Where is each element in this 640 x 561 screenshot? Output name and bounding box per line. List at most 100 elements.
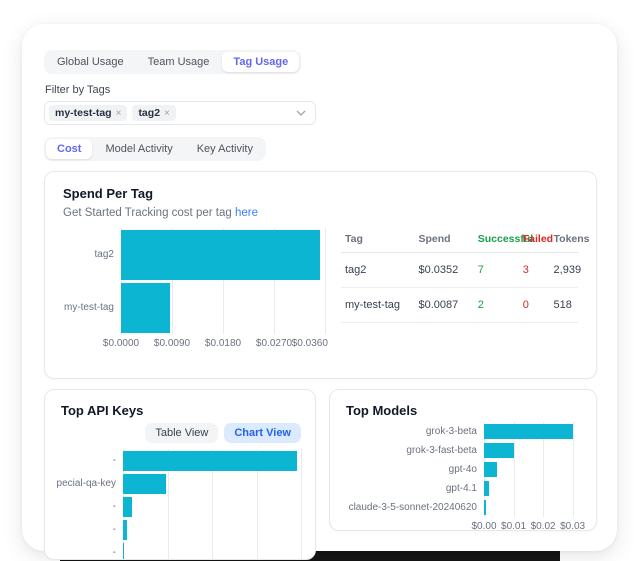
bottom-grid: Top API Keys Table View Chart View - peci… bbox=[44, 389, 597, 560]
spend-per-tag-card: Spend Per Tag Get Started Tracking cost … bbox=[44, 171, 597, 379]
col-tag: Tag bbox=[341, 228, 415, 253]
cell-spend: $0.0352 bbox=[414, 252, 474, 288]
bar-row bbox=[484, 460, 580, 479]
x-axis-tick-label: $0.01 bbox=[501, 521, 527, 532]
spend-table: Tag Spend Successful Failed Tokens tag2 … bbox=[341, 228, 590, 352]
cell-tag: tag2 bbox=[341, 252, 415, 288]
gridline bbox=[167, 449, 169, 559]
bar-row bbox=[484, 498, 580, 517]
remove-tag-icon[interactable]: × bbox=[115, 107, 122, 119]
top-models-chart: grok-3-beta grok-3-fast-beta gpt-4o gpt-4.1… bbox=[346, 422, 585, 535]
cell-failed: 3 bbox=[518, 252, 550, 288]
col-tokens: Tokens bbox=[549, 228, 590, 253]
cell-successful: 2 bbox=[473, 287, 519, 323]
gridline bbox=[256, 449, 258, 559]
spend-per-tag-subtitle: Get Started Tracking cost per tag here bbox=[63, 207, 578, 219]
cell-failed: 0 bbox=[518, 287, 550, 323]
table-row: my-test-tag $0.0087 2 0 518 bbox=[341, 287, 578, 323]
y-axis-label: pecial-qa-key bbox=[56, 478, 116, 489]
x-axis-tick-label: $0.0090 bbox=[153, 338, 191, 349]
bar bbox=[484, 500, 487, 515]
filter-by-tags-label: Filter by Tags bbox=[45, 84, 111, 96]
bar-row bbox=[123, 449, 301, 472]
cell-tag: my-test-tag bbox=[341, 287, 415, 323]
x-axis-tick-label: $0.03 bbox=[560, 521, 586, 532]
bar bbox=[484, 462, 498, 477]
col-successful: Successful bbox=[473, 228, 533, 253]
y-axis-label: grok-3-fast-beta bbox=[406, 445, 477, 456]
spend-per-tag-title: Spend Per Tag bbox=[63, 186, 154, 201]
x-axis-tick-label: $0.02 bbox=[530, 521, 556, 532]
y-axis-label: - bbox=[112, 524, 116, 535]
y-axis-label: - bbox=[112, 455, 116, 466]
gridline bbox=[172, 228, 173, 334]
usage-tabs: Global Usage Team Usage Tag Usage bbox=[44, 50, 302, 74]
top-models-title: Top Models bbox=[346, 403, 418, 418]
bar bbox=[484, 424, 573, 439]
bar-row bbox=[123, 472, 301, 495]
col-spend: Spend bbox=[414, 228, 474, 253]
cell-successful: 7 bbox=[473, 252, 519, 288]
tag-chip-label: my-test-tag bbox=[55, 107, 112, 119]
table-header-row: Tag Spend Successful Failed Tokens bbox=[341, 228, 590, 253]
top-api-keys-chart: - pecial-qa-key - - - bbox=[56, 449, 302, 559]
bar-row bbox=[484, 479, 580, 498]
tab-cost[interactable]: Cost bbox=[46, 139, 93, 159]
bar-row bbox=[121, 228, 325, 281]
table-view-button[interactable]: Table View bbox=[145, 423, 219, 443]
top-api-keys-title: Top API Keys bbox=[61, 403, 144, 418]
dashboard-panel: Global Usage Team Usage Tag Usage Filter… bbox=[22, 24, 617, 560]
spend-body: tag2 my-test-tag $0.0000 $0.0090 $0.0180 $0.… bbox=[63, 228, 590, 352]
table-row: tag2 $0.0352 7 3 2,939 bbox=[341, 252, 581, 288]
tag-filter-select[interactable]: my-test-tag × tag2 × bbox=[44, 101, 316, 125]
view-toggle: Table View Chart View bbox=[61, 423, 301, 443]
y-axis-label: - bbox=[112, 547, 116, 558]
here-link[interactable]: here bbox=[234, 207, 258, 219]
tab-team-usage[interactable]: Team Usage bbox=[147, 56, 210, 68]
chevron-down-icon[interactable] bbox=[296, 110, 306, 116]
remove-tag-icon[interactable]: × bbox=[164, 107, 170, 119]
y-axis-label: tag2 bbox=[94, 249, 114, 260]
y-axis-label: grok-3-beta bbox=[425, 426, 477, 437]
tag-chip-tag2: tag2 × bbox=[132, 105, 176, 121]
col-failed: Failed bbox=[518, 228, 553, 253]
tab-tag-usage[interactable]: Tag Usage bbox=[222, 52, 300, 72]
y-axis-label: my-test-tag bbox=[63, 302, 114, 313]
bar-row bbox=[123, 495, 301, 518]
tag-chip-label: tag2 bbox=[138, 107, 161, 119]
tab-global-usage[interactable]: Global Usage bbox=[57, 56, 124, 68]
gridline bbox=[572, 422, 574, 517]
bar-row bbox=[121, 281, 325, 334]
x-axis-tick-label: $0.00 bbox=[471, 521, 497, 532]
bar bbox=[484, 443, 514, 458]
y-axis-label: claude-3-5-sonnet-20240620 bbox=[348, 502, 477, 513]
cell-spend: $0.0087 bbox=[414, 287, 474, 323]
gridline bbox=[543, 422, 545, 517]
bar-row bbox=[123, 541, 301, 559]
bar bbox=[123, 450, 298, 471]
gridline bbox=[121, 228, 122, 334]
gridline bbox=[325, 228, 326, 334]
view-tabs: Cost Model Activity Key Activity bbox=[44, 137, 266, 161]
bar-row bbox=[484, 441, 580, 460]
bar-row bbox=[484, 422, 580, 441]
gridline bbox=[301, 449, 302, 559]
tab-model-activity[interactable]: Model Activity bbox=[105, 143, 173, 155]
subtitle-text: Get Started Tracking cost per tag bbox=[63, 207, 235, 219]
gridline bbox=[223, 228, 224, 334]
gridline bbox=[274, 228, 275, 334]
top-models-card: Top Models grok-3-beta grok-3-fast-beta gp… bbox=[329, 389, 597, 532]
chart-view-button[interactable]: Chart View bbox=[224, 423, 301, 443]
tab-key-activity[interactable]: Key Activity bbox=[196, 143, 253, 155]
gridline bbox=[212, 449, 213, 559]
x-axis-tick-label: $0.0000 bbox=[102, 338, 140, 349]
y-axis-label: - bbox=[112, 501, 116, 512]
y-axis-label: gpt-4.1 bbox=[445, 483, 477, 494]
spend-per-tag-chart: tag2 my-test-tag $0.0000 $0.0090 $0.0180 $0.… bbox=[63, 228, 328, 352]
tag-chip-my-test-tag: my-test-tag × bbox=[49, 105, 128, 121]
bar bbox=[123, 496, 133, 517]
bar bbox=[123, 473, 167, 494]
bar bbox=[484, 481, 490, 496]
cell-tokens: 518 bbox=[549, 287, 578, 323]
x-axis-tick-label: $0.0270 bbox=[255, 338, 293, 349]
